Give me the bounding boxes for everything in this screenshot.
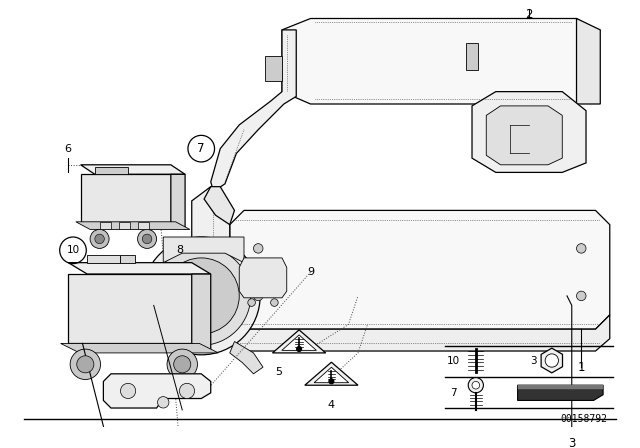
Circle shape	[70, 349, 100, 379]
Polygon shape	[81, 174, 171, 222]
Text: 3: 3	[568, 437, 575, 448]
Circle shape	[577, 244, 586, 253]
Polygon shape	[282, 18, 594, 104]
Bar	[138, 222, 149, 229]
Text: 4: 4	[328, 400, 335, 410]
Circle shape	[138, 229, 157, 248]
Text: 00158792: 00158792	[560, 414, 607, 424]
Polygon shape	[239, 258, 287, 298]
Text: 3: 3	[531, 356, 537, 366]
Polygon shape	[472, 92, 586, 172]
Circle shape	[142, 237, 260, 355]
Circle shape	[468, 378, 483, 393]
Circle shape	[173, 356, 191, 373]
Polygon shape	[230, 315, 610, 351]
Polygon shape	[192, 187, 230, 315]
Circle shape	[163, 258, 239, 334]
Circle shape	[253, 244, 263, 253]
Text: 8: 8	[176, 246, 183, 255]
Text: 7: 7	[198, 142, 205, 155]
Circle shape	[577, 291, 586, 301]
Bar	[100, 222, 111, 229]
Polygon shape	[95, 167, 128, 174]
Polygon shape	[211, 30, 296, 191]
Polygon shape	[61, 344, 218, 353]
Text: 10: 10	[447, 356, 460, 366]
Circle shape	[142, 234, 152, 244]
Polygon shape	[163, 237, 244, 263]
Circle shape	[472, 381, 479, 389]
Polygon shape	[81, 165, 185, 174]
Polygon shape	[305, 362, 358, 385]
Circle shape	[167, 349, 198, 379]
Circle shape	[329, 379, 334, 383]
Text: 6: 6	[65, 144, 72, 154]
Text: 1: 1	[577, 361, 585, 374]
Circle shape	[253, 291, 263, 301]
Polygon shape	[518, 385, 603, 389]
Circle shape	[90, 229, 109, 248]
Bar	[467, 43, 477, 70]
Polygon shape	[104, 374, 211, 408]
Polygon shape	[230, 211, 610, 329]
Polygon shape	[171, 174, 185, 229]
Circle shape	[297, 347, 301, 351]
Text: 2: 2	[525, 8, 532, 21]
Bar	[118, 222, 130, 229]
Circle shape	[248, 299, 255, 306]
Circle shape	[120, 383, 136, 399]
Polygon shape	[314, 367, 349, 383]
Circle shape	[545, 354, 559, 367]
Polygon shape	[192, 274, 211, 351]
Text: 10: 10	[67, 246, 79, 255]
Polygon shape	[76, 222, 190, 229]
Polygon shape	[273, 330, 326, 353]
Polygon shape	[518, 385, 603, 401]
Circle shape	[271, 299, 278, 306]
Polygon shape	[68, 274, 192, 344]
Text: 9: 9	[307, 267, 314, 277]
Polygon shape	[282, 335, 316, 350]
Polygon shape	[68, 263, 211, 274]
Polygon shape	[87, 255, 120, 263]
Bar	[265, 56, 282, 81]
Polygon shape	[230, 341, 263, 374]
Circle shape	[77, 356, 94, 373]
Text: 7: 7	[450, 388, 456, 398]
Circle shape	[157, 396, 169, 408]
Text: 5: 5	[276, 367, 283, 377]
Circle shape	[179, 383, 195, 399]
Polygon shape	[577, 18, 600, 104]
Polygon shape	[120, 255, 135, 263]
Polygon shape	[486, 106, 563, 165]
Polygon shape	[541, 348, 563, 373]
Circle shape	[95, 234, 104, 244]
Circle shape	[152, 246, 251, 345]
Polygon shape	[204, 187, 234, 224]
